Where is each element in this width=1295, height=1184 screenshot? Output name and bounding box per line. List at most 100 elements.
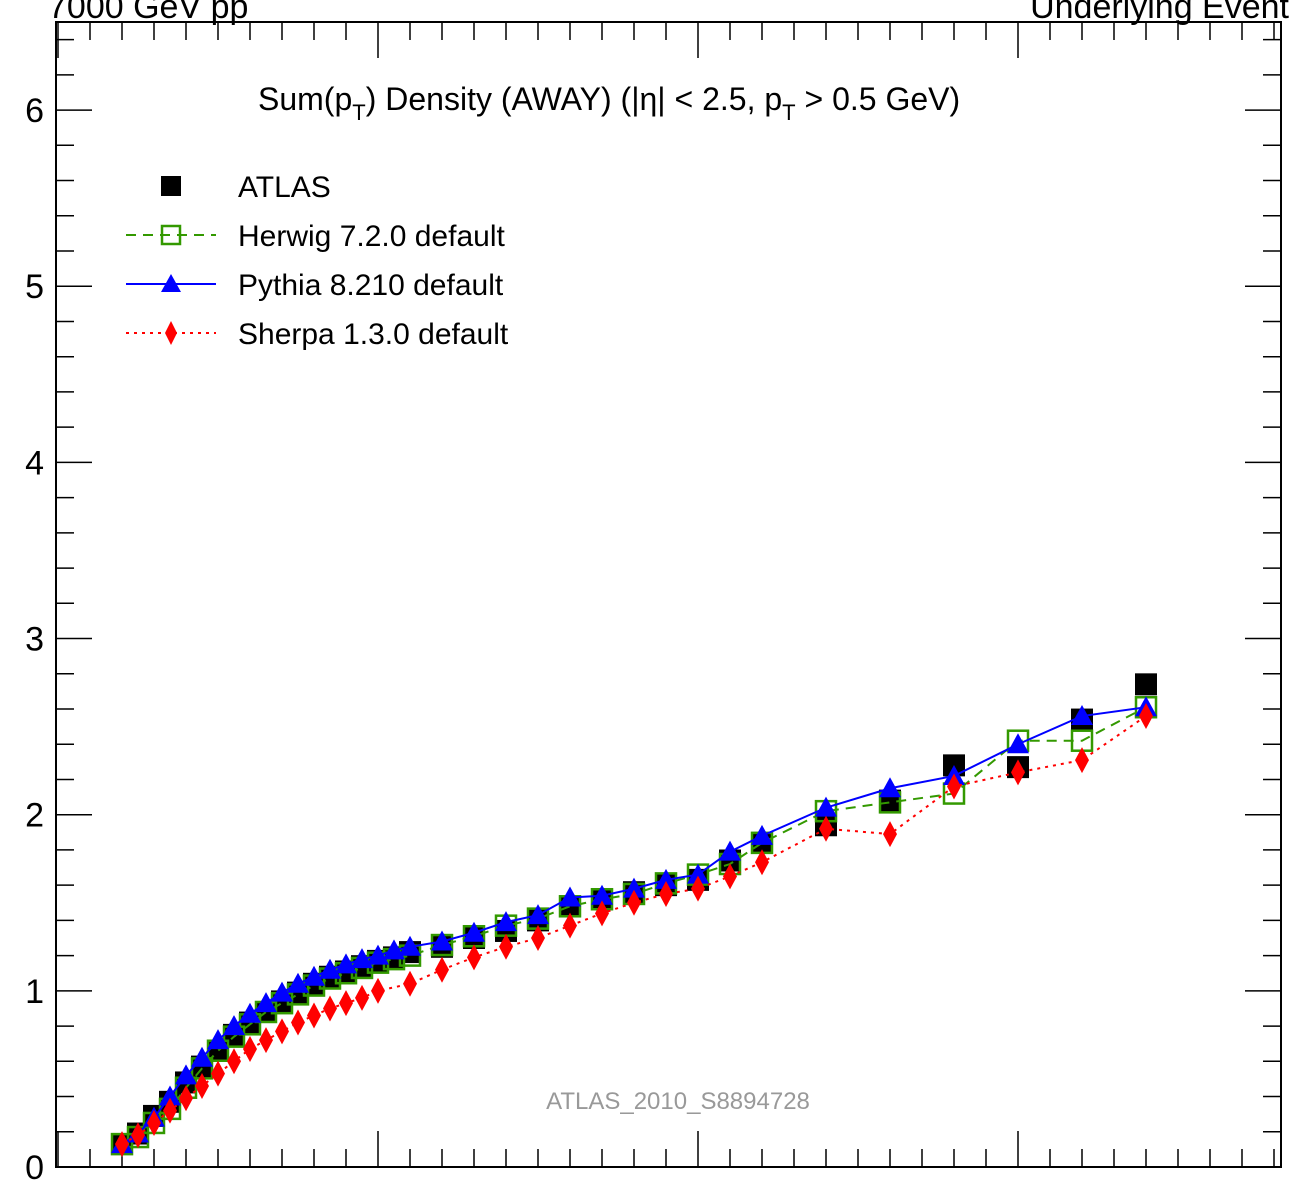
data-point <box>207 1029 229 1050</box>
data-point <box>431 930 453 951</box>
data-point <box>723 863 737 890</box>
data-point <box>751 824 773 845</box>
data-point <box>719 840 741 861</box>
data-point <box>195 1072 209 1099</box>
data-point <box>175 1064 197 1085</box>
data-point <box>275 1018 289 1045</box>
legend-entry-2: Pythia 8.210 default <box>126 269 504 302</box>
data-point <box>115 1131 129 1158</box>
data-point <box>287 972 309 993</box>
data-point <box>367 944 389 965</box>
series-2 <box>111 696 1157 1154</box>
header-right-label: Underlying Event <box>1030 0 1289 26</box>
title-subscript: T <box>352 100 365 125</box>
data-point <box>527 904 549 925</box>
data-point <box>351 948 373 969</box>
data-point <box>495 911 517 932</box>
legend-entry-0: ATLAS <box>161 171 331 204</box>
data-point <box>687 863 709 884</box>
y-tick-label: 6 <box>25 92 44 130</box>
title-text: ) Density (AWAY) (|η| < 2.5, p <box>366 81 782 117</box>
data-point <box>435 956 449 983</box>
data-point <box>1011 759 1025 786</box>
y-tick-label: 1 <box>25 973 44 1011</box>
data-point <box>947 773 961 800</box>
data-point <box>165 321 177 345</box>
data-point <box>131 1122 145 1149</box>
chart-watermark: ATLAS_2010_S8894728 <box>546 1088 810 1115</box>
y-tick-label: 2 <box>25 797 44 835</box>
data-point <box>691 875 705 902</box>
data-point <box>463 921 485 942</box>
data-point <box>307 1002 321 1029</box>
data-point <box>259 1027 273 1054</box>
data-point <box>211 1060 225 1087</box>
header-left-label: 7000 GeV pp <box>48 0 249 26</box>
y-tick-label: 0 <box>25 1149 44 1184</box>
series-line <box>121 706 1147 1146</box>
title-subscript: T <box>782 100 795 125</box>
data-point <box>403 970 417 997</box>
data-point <box>271 981 293 1002</box>
data-point <box>355 984 369 1011</box>
legend-label: Sherpa 1.3.0 default <box>238 318 509 351</box>
data-point <box>467 944 481 971</box>
data-point <box>627 889 641 916</box>
data-point <box>499 933 513 960</box>
legend-label: ATLAS <box>238 171 331 204</box>
data-point <box>1139 703 1153 730</box>
data-point <box>179 1085 193 1112</box>
data-point <box>159 1085 181 1106</box>
data-point <box>623 877 645 898</box>
series-1 <box>110 695 1158 1156</box>
series-3 <box>115 703 1153 1158</box>
data-point <box>1075 747 1089 774</box>
data-point <box>591 884 613 905</box>
data-point <box>227 1048 241 1075</box>
data-point <box>659 880 673 907</box>
data-point <box>239 1002 261 1023</box>
data-point <box>595 900 609 927</box>
title-text: > 0.5 GeV) <box>796 81 961 117</box>
data-point <box>191 1046 213 1067</box>
data-point <box>335 953 357 974</box>
data-point <box>531 925 545 951</box>
y-tick-label: 5 <box>25 268 44 306</box>
data-point <box>399 935 421 956</box>
data-point <box>161 274 181 292</box>
data-point <box>1007 733 1029 754</box>
data-point <box>319 958 341 979</box>
data-point <box>323 995 337 1022</box>
legend-entry-3: Sherpa 1.3.0 default <box>126 318 509 351</box>
data-point <box>160 224 182 246</box>
data-point <box>883 821 897 848</box>
legend-entry-1: Herwig 7.2.0 default <box>126 220 505 253</box>
data-point <box>1071 705 1093 726</box>
data-point <box>655 868 677 889</box>
data-point <box>303 965 325 986</box>
series-line <box>121 715 1147 1145</box>
data-point <box>383 939 405 960</box>
title-layer: Sum(pT) Density (AWAY) (|η| < 2.5, pT > … <box>258 81 960 125</box>
y-tick-label: 4 <box>25 444 44 482</box>
data-point <box>255 992 277 1013</box>
data-point <box>815 796 837 817</box>
title-text: Sum(p <box>258 81 352 117</box>
axes-layer: 0 1 2 3 4 5 6 <box>25 21 1282 1184</box>
data-point <box>291 1009 305 1036</box>
data-point <box>243 1035 257 1062</box>
data-point <box>1135 673 1157 696</box>
data-point <box>223 1015 245 1036</box>
legend-layer: ATLAS Herwig 7.2.0 default Pythia 8.210 de… <box>126 171 509 351</box>
y-tick-label: 3 <box>25 621 44 659</box>
data-point <box>559 886 581 907</box>
data-point <box>755 849 769 876</box>
legend-label: Pythia 8.210 default <box>238 269 504 302</box>
data-point <box>163 1097 177 1124</box>
data-point <box>147 1109 161 1136</box>
series-layer <box>110 673 1158 1158</box>
data-point <box>161 176 181 196</box>
data-point <box>339 990 353 1017</box>
data-point <box>371 977 385 1004</box>
